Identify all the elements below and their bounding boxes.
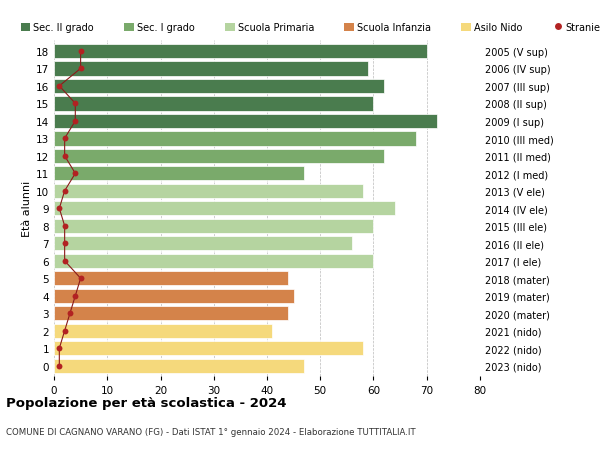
Bar (54, 271, 288, 286)
Bar (54, 307, 288, 321)
Point (60, 223, 70, 230)
Legend: Sec. II grado, Sec. I grado, Scuola Primaria, Scuola Infanzia, Asilo Nido, Stran: Sec. II grado, Sec. I grado, Scuola Prim… (20, 23, 600, 33)
Point (60, 153, 70, 160)
Point (60, 257, 70, 265)
Bar (54, 219, 373, 234)
Point (60, 240, 70, 247)
Point (71, 292, 80, 300)
Bar (54, 132, 416, 146)
Bar (54, 62, 368, 76)
Bar (54, 45, 427, 59)
Point (76, 275, 85, 282)
Point (71, 118, 80, 125)
Bar (54, 167, 304, 181)
Point (60, 327, 70, 335)
Text: COMUNE DI CAGNANO VARANO (FG) - Dati ISTAT 1° gennaio 2024 - Elaborazione TUTTIT: COMUNE DI CAGNANO VARANO (FG) - Dati IST… (6, 427, 416, 436)
Bar (54, 79, 384, 94)
Point (60, 188, 70, 195)
Point (55, 83, 64, 90)
Bar (54, 254, 373, 269)
Point (55, 345, 64, 352)
Point (55, 205, 64, 213)
Point (71, 170, 80, 178)
Bar (54, 149, 384, 164)
Text: Popolazione per età scolastica - 2024: Popolazione per età scolastica - 2024 (6, 396, 287, 409)
Point (55, 362, 64, 369)
Point (76, 48, 85, 56)
Y-axis label: Età alunni: Età alunni (22, 181, 32, 237)
Point (76, 66, 85, 73)
Point (65, 310, 75, 317)
Bar (54, 184, 363, 199)
Bar (54, 341, 363, 356)
Bar (54, 236, 352, 251)
Point (60, 135, 70, 143)
Point (71, 101, 80, 108)
Bar (54, 289, 293, 303)
Bar (54, 324, 272, 338)
Bar (54, 202, 395, 216)
Bar (54, 97, 373, 111)
Bar (54, 114, 437, 129)
Bar (54, 359, 304, 373)
